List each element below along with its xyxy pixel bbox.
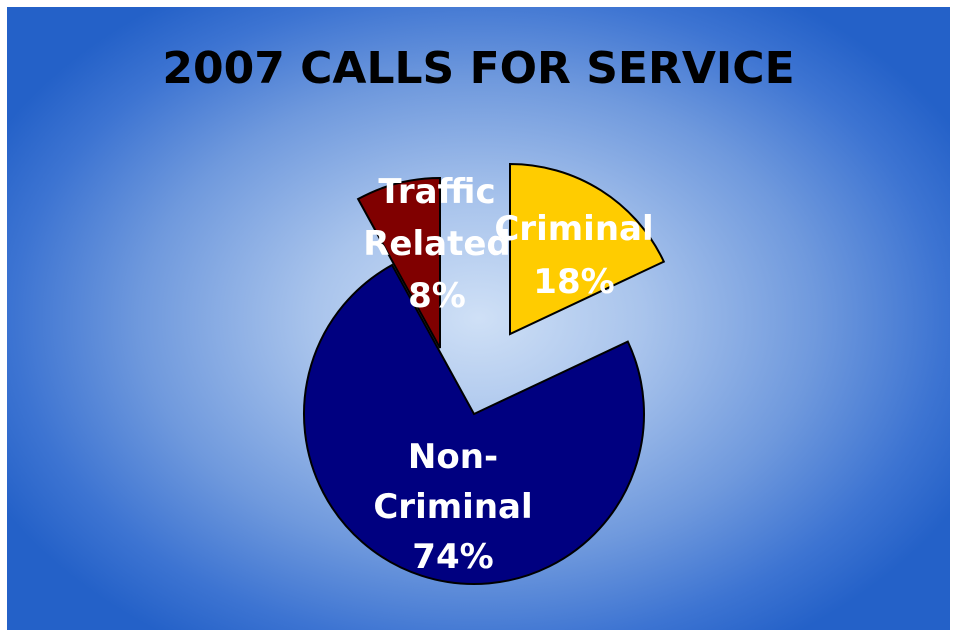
chart-title: 2007 CALLS FOR SERVICE: [162, 43, 795, 94]
slice-label-traffic-related: Traffic: [378, 172, 495, 212]
pie-slice-non-criminal: [303, 263, 645, 585]
slice-label-criminal: 18%: [533, 262, 614, 302]
slice-label-criminal: Criminal: [494, 209, 653, 249]
pie-slice-criminal: [509, 162, 666, 336]
pie-chart: Criminal 18% Non- Criminal 74% Traffic Related…: [303, 162, 666, 585]
slice-label-traffic-related: 8%: [408, 276, 466, 316]
slice-label-non-criminal: Criminal: [373, 487, 532, 527]
pie-slice-traffic-related: [356, 176, 441, 349]
slide: 2007 CALLS FOR SERVICE Criminal 18% Non- Cr…: [7, 7, 950, 630]
slice-label-traffic-related: Related: [363, 224, 511, 264]
slice-label-non-criminal: 74%: [412, 537, 493, 577]
slice-label-non-criminal: Non-: [408, 437, 498, 477]
